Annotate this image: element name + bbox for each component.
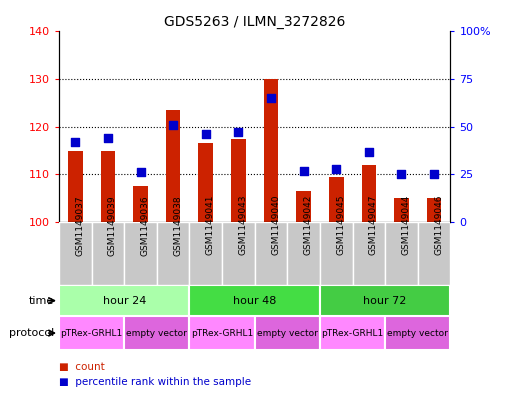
Bar (254, 222, 287, 285)
Point (365, 149, 373, 155)
Bar (385, 222, 418, 285)
Bar (427, 198, 442, 222)
Bar (189, 285, 320, 316)
Text: pTRex-GRHL1: pTRex-GRHL1 (191, 329, 253, 338)
Bar (59, 316, 124, 350)
Bar (124, 222, 157, 285)
Point (267, 95, 275, 101)
Bar (352, 222, 385, 285)
Bar (231, 139, 246, 222)
Bar (189, 316, 254, 350)
Bar (59, 222, 92, 285)
Text: pTRex-GRHL1: pTRex-GRHL1 (61, 329, 123, 338)
Point (104, 135, 112, 141)
Bar (59, 285, 189, 316)
Bar (320, 316, 385, 350)
Text: hour 24: hour 24 (103, 296, 146, 306)
Text: GSM1149047: GSM1149047 (369, 195, 378, 255)
Title: GDS5263 / ILMN_3272826: GDS5263 / ILMN_3272826 (164, 15, 345, 29)
Text: ■  count: ■ count (59, 362, 105, 373)
Text: GSM1149043: GSM1149043 (239, 195, 247, 255)
Text: GSM1149041: GSM1149041 (206, 195, 215, 255)
Bar (166, 110, 181, 222)
Text: empty vector: empty vector (126, 329, 187, 338)
Text: protocol: protocol (9, 328, 54, 338)
Point (430, 171, 438, 178)
Text: GSM1149046: GSM1149046 (434, 195, 443, 255)
Bar (329, 177, 344, 222)
Text: empty vector: empty vector (257, 329, 318, 338)
Bar (92, 222, 124, 285)
Bar (320, 222, 352, 285)
Point (398, 171, 406, 178)
Point (71, 139, 80, 145)
Point (332, 165, 340, 172)
Bar (362, 165, 376, 222)
Text: GSM1149044: GSM1149044 (402, 195, 410, 255)
Text: GSM1149042: GSM1149042 (304, 195, 312, 255)
Bar (157, 222, 189, 285)
Bar (320, 285, 450, 316)
Text: time: time (29, 296, 54, 306)
Bar (254, 316, 320, 350)
Text: GSM1149038: GSM1149038 (173, 195, 182, 255)
Point (300, 167, 308, 174)
Bar (199, 143, 213, 222)
Text: GSM1149045: GSM1149045 (336, 195, 345, 255)
Bar (222, 222, 254, 285)
Text: GSM1149037: GSM1149037 (75, 195, 84, 255)
Text: GSM1149036: GSM1149036 (141, 195, 150, 255)
Bar (101, 151, 115, 222)
Bar (189, 222, 222, 285)
Bar (394, 198, 409, 222)
Text: hour 72: hour 72 (364, 296, 407, 306)
Bar (287, 222, 320, 285)
Bar (264, 79, 279, 222)
Point (202, 131, 210, 138)
Text: GSM1149040: GSM1149040 (271, 195, 280, 255)
Bar (418, 222, 450, 285)
Text: GSM1149039: GSM1149039 (108, 195, 117, 255)
Bar (68, 151, 83, 222)
Point (169, 122, 177, 128)
Text: hour 48: hour 48 (233, 296, 277, 306)
Point (136, 169, 145, 176)
Bar (133, 186, 148, 222)
Bar (124, 316, 189, 350)
Text: empty vector: empty vector (387, 329, 448, 338)
Text: ■  percentile rank within the sample: ■ percentile rank within the sample (59, 377, 251, 387)
Bar (297, 191, 311, 222)
Bar (385, 316, 450, 350)
Point (234, 129, 243, 136)
Text: pTRex-GRHL1: pTRex-GRHL1 (322, 329, 384, 338)
